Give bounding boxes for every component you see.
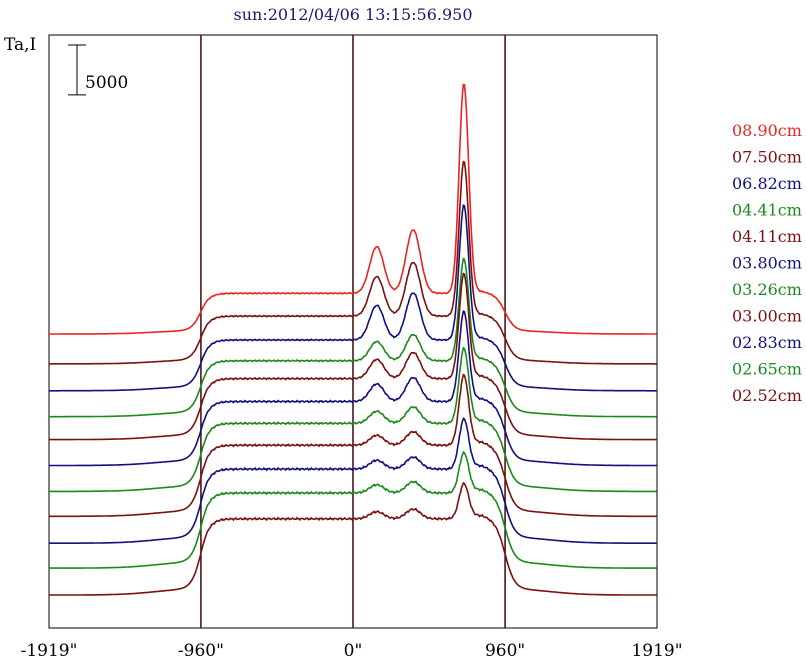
legend-entry-02.83cm: 02.83cm bbox=[732, 333, 802, 352]
chart-title: sun:2012/04/06 13:15:56.950 bbox=[234, 5, 473, 24]
series-line-08.90cm bbox=[49, 83, 657, 335]
y-axis-label: Ta,I bbox=[4, 35, 36, 55]
series-line-02.83cm bbox=[49, 417, 657, 544]
x-tick-label-2: 0" bbox=[344, 641, 363, 661]
series-line-04.41cm bbox=[49, 257, 657, 418]
legend-entry-07.50cm: 07.50cm bbox=[732, 148, 802, 167]
series-lines bbox=[49, 83, 657, 596]
series-line-06.82cm bbox=[49, 204, 657, 392]
vertical-reference-lines bbox=[200, 35, 506, 628]
legend-entry-02.65cm: 02.65cm bbox=[732, 360, 802, 379]
x-tick-label-0: -1919" bbox=[21, 641, 78, 661]
legend-entry-02.52cm: 02.52cm bbox=[732, 386, 802, 405]
legend-entry-03.26cm: 03.26cm bbox=[732, 280, 802, 299]
series-line-02.52cm bbox=[49, 481, 657, 596]
x-tick-label-3: 960" bbox=[485, 641, 525, 661]
series-line-03.26cm bbox=[49, 346, 657, 493]
x-tick-labels: -1919" -960" 0" 960" 1919" bbox=[21, 641, 683, 661]
series-line-02.65cm bbox=[49, 450, 657, 569]
series-line-07.50cm bbox=[49, 160, 657, 365]
series-line-04.11cm bbox=[49, 272, 657, 441]
legend-entry-04.41cm: 04.41cm bbox=[732, 201, 802, 220]
series-line-03.80cm bbox=[49, 310, 657, 467]
series-line-03.00cm bbox=[49, 373, 657, 518]
scale-bar: 5000 bbox=[68, 44, 128, 96]
legend-entry-03.80cm: 03.80cm bbox=[732, 254, 802, 273]
legend: 08.90cm 07.50cm 06.82cm 04.41cm 04.11cm 03.80… bbox=[732, 121, 802, 405]
x-tick-label-4: 1919" bbox=[631, 641, 682, 661]
scale-bar-label: 5000 bbox=[85, 73, 128, 93]
legend-entry-03.00cm: 03.00cm bbox=[732, 307, 802, 326]
x-tick-label-1: -960" bbox=[178, 641, 224, 661]
legend-entry-04.11cm: 04.11cm bbox=[732, 227, 802, 246]
legend-entry-08.90cm: 08.90cm bbox=[732, 121, 802, 140]
legend-entry-06.82cm: 06.82cm bbox=[732, 174, 802, 193]
